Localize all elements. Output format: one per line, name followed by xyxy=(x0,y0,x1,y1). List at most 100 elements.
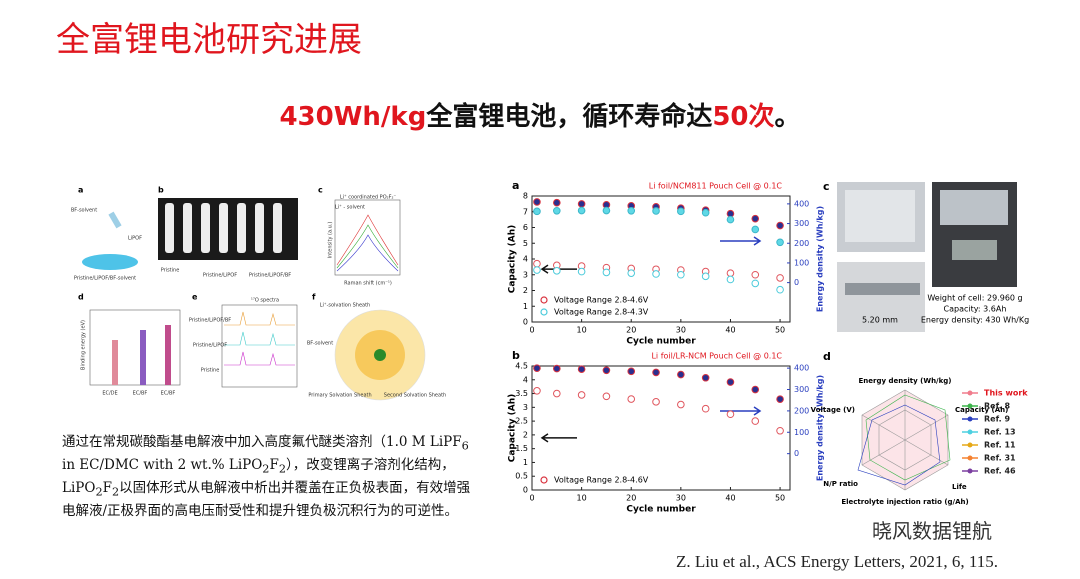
y-tick-label: 0 xyxy=(523,318,528,327)
data-point xyxy=(776,238,784,247)
data-point xyxy=(751,225,760,234)
text-run: 以固体形式从电解液中析出并覆盖在正负极表面，有效增强 xyxy=(119,480,471,496)
spec-text: Weight of cell: 29.960 g xyxy=(927,294,1022,303)
subscript: 2 xyxy=(278,462,287,476)
data-point xyxy=(776,221,784,230)
x-tick-label: 10 xyxy=(577,326,587,335)
x-tick-label: 0 xyxy=(529,326,534,335)
panel-label: c xyxy=(823,180,830,193)
data-point xyxy=(701,404,710,413)
y-tick-label: 0 xyxy=(523,486,528,495)
y2-tick-label: 200 xyxy=(794,406,809,415)
figure-text: Pristine/LiPOF/BF xyxy=(249,273,291,279)
figure-text: Li⁺ - solvent xyxy=(335,205,365,211)
data-point xyxy=(602,268,611,277)
legend-marker xyxy=(967,442,973,448)
legend-marker xyxy=(540,296,548,304)
x-axis-label: Cycle number xyxy=(626,505,696,515)
legend-marker xyxy=(540,308,548,316)
y-tick-label: 1 xyxy=(523,458,528,467)
y2-tick-label: 0 xyxy=(794,449,799,458)
data-point xyxy=(627,206,636,215)
legend-marker xyxy=(967,468,973,474)
data-point xyxy=(577,200,586,208)
data-point xyxy=(627,367,636,376)
figure-text: Pristine/LiPOF/BF-solvent xyxy=(74,276,136,282)
data-point xyxy=(652,270,660,278)
panel-label: b xyxy=(512,349,520,362)
data-point xyxy=(577,267,586,276)
spec-text: Capacity: 3.6Ah xyxy=(944,305,1007,314)
headline-part: 50次 xyxy=(712,102,775,132)
y-tick-label: 3.5 xyxy=(515,389,528,398)
y2-tick-label: 100 xyxy=(794,258,809,267)
y-tick-label: 0.5 xyxy=(515,472,528,481)
y2-axis-label: Energy density (Wh/kg) xyxy=(816,375,825,481)
legend-text: Ref. 11 xyxy=(984,441,1016,450)
data-point xyxy=(553,389,561,398)
figure-text: Pristine/LiPOF xyxy=(193,343,227,349)
legend-text: Voltage Range 2.8-4.6V xyxy=(554,476,649,485)
text-run: LiPO xyxy=(62,480,96,496)
figure-text: Intensity (a.u.) xyxy=(328,222,334,259)
panel-label: a xyxy=(78,186,83,195)
data-point xyxy=(726,410,735,419)
figure-text: Raman shift (cm⁻¹) xyxy=(344,281,392,287)
data-point xyxy=(652,368,660,377)
data-point xyxy=(627,395,636,403)
y-tick-label: 3 xyxy=(523,403,528,412)
radar-grid xyxy=(857,389,951,491)
legend-marker xyxy=(967,403,973,409)
data-point xyxy=(577,391,586,399)
data-point xyxy=(701,208,710,217)
figure-text: EC/BF xyxy=(133,391,148,397)
panel-label: a xyxy=(512,179,519,192)
y-tick-label: 8 xyxy=(523,192,528,201)
data-point xyxy=(776,274,784,282)
figure-text: Li⁺-solvation Sheath xyxy=(320,303,370,309)
panel-label: c xyxy=(318,186,323,195)
data-point xyxy=(602,206,611,215)
plot-frame xyxy=(531,365,791,491)
data-point xyxy=(652,398,660,406)
data-point xyxy=(533,198,541,206)
y-tick-label: 7 xyxy=(523,207,528,216)
data-point xyxy=(751,270,760,279)
x-tick-label: 30 xyxy=(676,326,686,335)
panel-label: b xyxy=(158,186,164,195)
y2-tick-label: 400 xyxy=(794,199,809,208)
data-point xyxy=(677,207,685,216)
y2-tick-label: 0 xyxy=(794,278,799,287)
legend-marker xyxy=(967,416,973,422)
legend-marker xyxy=(967,429,973,435)
y2-tick-label: 100 xyxy=(794,428,809,437)
photo-caption: 5.20 mm xyxy=(862,316,898,325)
citation: Z. Liu et al., ACS Energy Letters, 2021,… xyxy=(676,552,999,571)
y-tick-label: 1.5 xyxy=(515,444,528,453)
paragraph-line: in EC/DMC with 2 wt.% LiPO2F2），改变锂离子溶剂化结… xyxy=(62,453,470,476)
figure-text: Li⁺ coordinated PO₂F₂⁻ xyxy=(340,195,397,201)
text-run: in EC/DMC with 2 wt.% LiPO xyxy=(62,457,263,473)
text-run: 电解液/正极界面的高电压耐受性和提升锂负极沉积行为的可逆性。 xyxy=(62,503,459,519)
radar-axis-label: Voltage (V) xyxy=(811,406,855,414)
x-tick-label: 10 xyxy=(577,494,587,503)
y2-tick-label: 300 xyxy=(794,219,809,228)
slide-title: 全富锂电池研究进展 xyxy=(56,20,362,60)
x-tick-label: 40 xyxy=(725,494,735,503)
data-point xyxy=(751,279,760,288)
y-tick-label: 4 xyxy=(523,255,528,264)
y-tick-label: 2 xyxy=(523,430,528,439)
data-point xyxy=(553,206,561,215)
legend-marker xyxy=(540,476,548,484)
chart-title: Li foil/LR-NCM Pouch Cell @ 0.1C xyxy=(651,352,782,361)
headline-part: 430Wh/kg xyxy=(279,102,427,132)
figure-text: EC/BF xyxy=(161,391,176,397)
data-point xyxy=(701,272,710,281)
x-tick-label: 50 xyxy=(775,494,785,503)
y2-axis-label: Energy density (Wh/kg) xyxy=(816,206,825,312)
figure-text: BF-solvent xyxy=(71,208,97,214)
subscript: 6 xyxy=(461,439,469,453)
paragraph-line: 通过在常规碳酸酯基电解液中加入高度氟代醚类溶剂（1.0 M LiPF6 xyxy=(62,430,470,453)
data-point xyxy=(602,392,611,401)
data-point xyxy=(533,266,541,274)
